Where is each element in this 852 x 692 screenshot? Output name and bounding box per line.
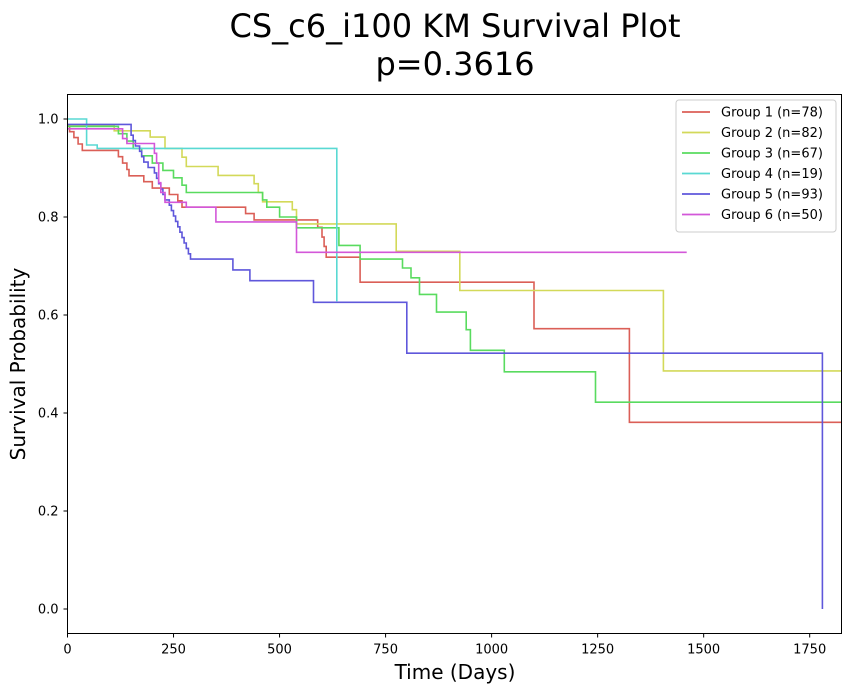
legend-label-group-5: Group 5 (n=93) — [721, 188, 823, 203]
x-tick-label: 0 — [63, 643, 71, 658]
series-line-group-5 — [67, 123, 824, 609]
legend-items: Group 1 (n=78) Group 2 (n=82) Group 3 (n=6… — [682, 106, 823, 223]
y-tick-label: 0.4 — [38, 407, 59, 422]
chart-title: CS_c6_i100 KM Survival Plot — [229, 7, 680, 45]
legend-label-group-3: Group 3 (n=67) — [721, 147, 823, 162]
x-tick-label: 1500 — [687, 643, 720, 658]
y-tick-label: 0.6 — [38, 309, 59, 324]
y-tick-label: 0.2 — [38, 505, 59, 520]
x-tick-label: 1750 — [793, 643, 826, 658]
legend: Group 1 (n=78) Group 2 (n=82) Group 3 (n=6… — [675, 99, 837, 233]
y-axis-label: Survival Probability — [6, 267, 30, 460]
legend-label-group-1: Group 1 (n=78) — [721, 106, 823, 121]
x-tick-label: 250 — [161, 643, 186, 658]
series-line-group-2 — [67, 124, 842, 372]
ticks-layer: 0 250 500 750 1000 1250 1500 1750 0.0 0.2 0.4 0.6 0.… — [38, 113, 826, 658]
x-tick-label: 1250 — [581, 643, 614, 658]
series-line-group-4 — [67, 118, 338, 302]
series-line-group-6 — [67, 128, 687, 254]
x-axis-label: Time (Days) — [394, 660, 516, 684]
legend-label-group-2: Group 2 (n=82) — [721, 126, 823, 141]
series-layer — [67, 118, 842, 609]
y-tick-label: 0.8 — [38, 211, 59, 226]
y-tick-label: 1.0 — [38, 113, 59, 128]
x-tick-label: 750 — [373, 643, 398, 658]
legend-box — [675, 99, 837, 233]
plot-frame — [67, 94, 842, 634]
x-tick-label: 1000 — [475, 643, 508, 658]
series-line-group-1 — [67, 124, 842, 424]
y-tick-label: 0.0 — [38, 603, 59, 618]
legend-label-group-4: Group 4 (n=19) — [721, 167, 823, 182]
chart-subtitle: p=0.3616 — [375, 45, 534, 83]
x-tick-label: 500 — [267, 643, 292, 658]
legend-label-group-6: Group 6 (n=50) — [721, 208, 823, 223]
